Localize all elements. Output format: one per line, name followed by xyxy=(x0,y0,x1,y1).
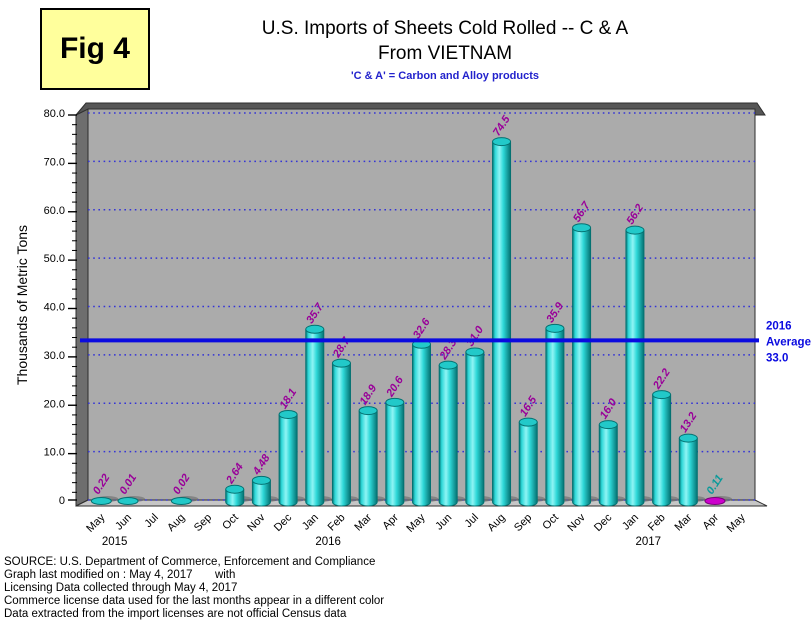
bar-top-cap xyxy=(331,358,351,368)
x-tick-label: Apr xyxy=(701,511,722,532)
source-note-line: Data extracted from the import licenses … xyxy=(4,608,347,620)
bar-body xyxy=(492,141,511,502)
y-tick-label: 80.0 xyxy=(44,108,65,120)
x-tick-label: Jul xyxy=(142,512,160,530)
figure-label: Fig 4 xyxy=(59,32,130,65)
x-tick-label: Feb xyxy=(326,512,348,534)
chart-title-line2: From VIETNAM xyxy=(377,43,513,64)
x-tick-label: Nov xyxy=(245,511,268,534)
bar-body xyxy=(252,480,271,502)
x-year-label: 2016 xyxy=(315,536,341,548)
bar-body xyxy=(359,410,378,502)
x-tick-label: Nov xyxy=(565,511,588,534)
bar-top-cap xyxy=(545,323,565,333)
bar-body xyxy=(625,230,644,502)
y-tick-label: 0 xyxy=(59,495,65,507)
x-tick-label: Jul xyxy=(463,512,481,530)
bar-body xyxy=(652,394,671,502)
bar-top-cap xyxy=(278,409,298,419)
source-note-line: Graph last modified on : May 4, 2017 wit… xyxy=(4,569,236,581)
x-tick-label: Dec xyxy=(592,511,615,534)
bar-top-cap xyxy=(225,484,245,494)
bar-body xyxy=(305,329,324,502)
bar-top-cap xyxy=(518,417,538,427)
average-line-label: 33.0 xyxy=(766,352,788,364)
bar-top-cap xyxy=(678,433,698,443)
x-year-label: 2015 xyxy=(102,536,128,548)
x-tick-label: May xyxy=(404,511,428,535)
x-year-label: 2017 xyxy=(635,536,661,548)
x-tick-label: Sep xyxy=(512,512,534,534)
x-tick-label: Feb xyxy=(646,512,668,534)
source-note-line: Commerce license data used for the last … xyxy=(4,595,385,607)
chart-title-block: U.S. Imports of Sheets Cold Rolled -- C … xyxy=(170,16,720,82)
x-tick-label: Oct xyxy=(540,512,561,533)
bar-top-cap xyxy=(492,137,512,147)
average-line-label: Average xyxy=(766,336,811,348)
bar-flat xyxy=(90,497,112,505)
bar-body xyxy=(332,363,351,502)
x-tick-label: Aug xyxy=(485,512,507,534)
y-tick-label: 10.0 xyxy=(44,447,65,459)
x-tick-label: Jan xyxy=(620,512,641,533)
x-tick-label: Mar xyxy=(673,511,695,533)
bar-top-cap xyxy=(385,397,405,407)
bar-body xyxy=(279,414,298,502)
x-tick-label: May xyxy=(84,511,108,535)
bar-flat xyxy=(117,497,139,505)
bar-top-cap xyxy=(251,475,271,485)
bar-top-cap xyxy=(358,406,378,416)
x-tick-label: Jan xyxy=(300,512,321,533)
bar-top-cap xyxy=(438,360,458,370)
x-tick-label: Mar xyxy=(352,511,374,533)
source-note-line: SOURCE: U.S. Department of Commerce, Enf… xyxy=(4,556,376,568)
figure-label-box: Fig 4 xyxy=(40,8,150,90)
x-tick-label: Apr xyxy=(380,511,401,532)
bar-body xyxy=(572,227,591,502)
y-tick-label: 60.0 xyxy=(44,205,65,217)
bar-body xyxy=(385,402,404,502)
y-tick-label: 70.0 xyxy=(44,156,65,168)
x-tick-label: Dec xyxy=(272,511,295,534)
bar-chart: 010.020.030.040.050.060.070.080.00.22 0.0… xyxy=(44,102,811,548)
chart-subtitle: 'C & A' = Carbon and Alloy products xyxy=(350,70,540,82)
plot-left-wall xyxy=(75,108,89,507)
x-tick-label: Oct xyxy=(220,512,241,533)
bar-top-cap xyxy=(305,324,325,334)
bar-top-cap xyxy=(465,347,485,357)
chart-title-line1: U.S. Imports of Sheets Cold Rolled -- C … xyxy=(261,18,629,39)
bar-body xyxy=(679,438,698,502)
bar-body xyxy=(439,365,458,502)
bar-top-cap xyxy=(652,390,672,400)
average-line-label: 2016 xyxy=(766,320,792,332)
y-tick-label: 20.0 xyxy=(44,398,65,410)
bar-body xyxy=(519,422,538,502)
x-tick-label: Jun xyxy=(113,512,134,533)
x-tick-label: Sep xyxy=(192,512,214,534)
bar-flat xyxy=(704,497,726,505)
y-tick-label: 40.0 xyxy=(44,302,65,314)
source-note-line: Licensing Data collected through May 4, … xyxy=(4,582,238,594)
bar-body xyxy=(465,352,484,502)
x-tick-label: Aug xyxy=(165,512,187,534)
x-tick-label: May xyxy=(725,511,749,535)
bar-top-cap xyxy=(572,223,592,233)
y-tick-label: 50.0 xyxy=(44,253,65,265)
bar-top-cap xyxy=(598,420,618,430)
bar-top-cap xyxy=(625,225,645,235)
bar-body xyxy=(545,328,564,502)
y-tick-label: 30.0 xyxy=(44,350,65,362)
bar-body xyxy=(599,424,618,502)
x-tick-label: Jun xyxy=(433,512,454,533)
bar-flat xyxy=(170,497,192,505)
source-notes: SOURCE: U.S. Department of Commerce, Enf… xyxy=(4,556,384,621)
bar-body xyxy=(412,344,431,502)
